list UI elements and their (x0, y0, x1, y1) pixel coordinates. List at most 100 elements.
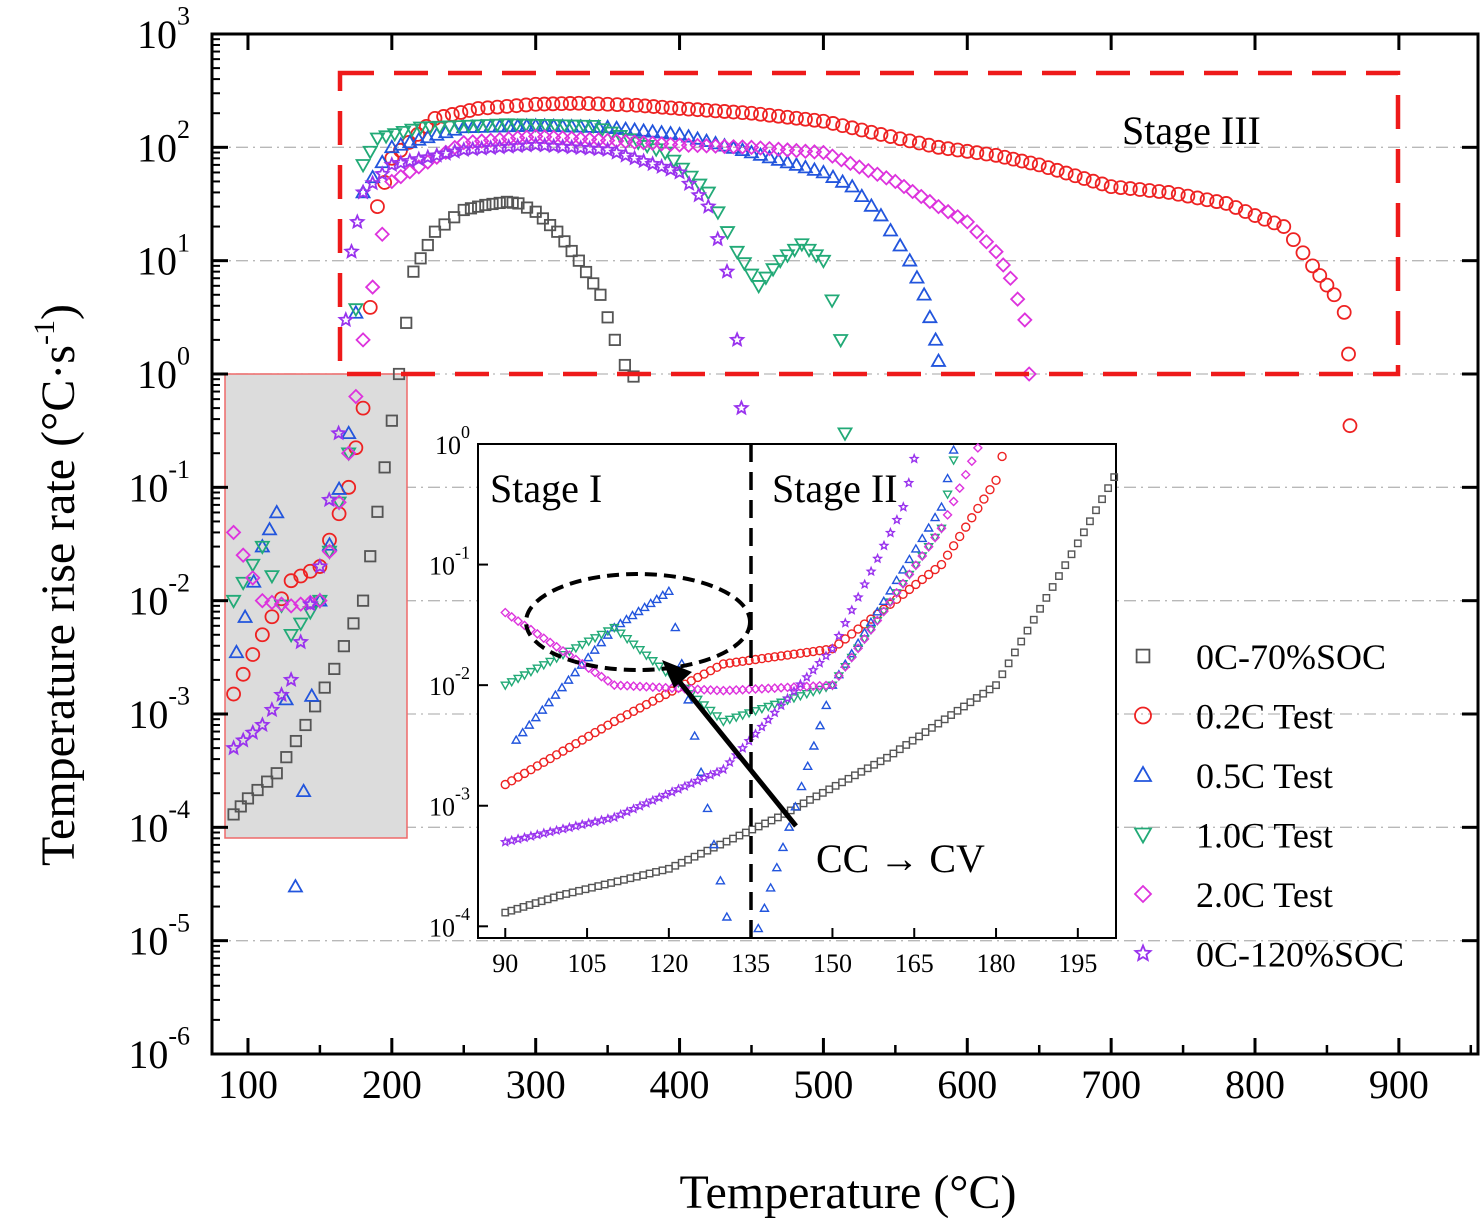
inset-data-point (545, 637, 556, 648)
inset-data-point (781, 692, 794, 704)
data-point (728, 331, 746, 347)
inset-data-point (872, 615, 883, 626)
inset-data-point (911, 579, 921, 590)
inset-data-point (660, 788, 672, 800)
transition-label: CC → CV (816, 836, 985, 881)
data-point (901, 252, 918, 267)
data-point (364, 279, 381, 295)
inset-x-tick-label: 90 (492, 949, 518, 978)
data-point (480, 100, 496, 116)
data-point (824, 148, 841, 164)
inset-data-point (865, 565, 877, 577)
inset-data-point (602, 813, 614, 824)
inset-data-point (590, 667, 601, 678)
data-point (374, 226, 391, 243)
inset-data-point (602, 629, 613, 639)
inset-data-point (641, 651, 652, 661)
data-point (386, 128, 403, 143)
data-point (311, 557, 329, 574)
inset-data-point (519, 671, 530, 681)
data-point (362, 145, 379, 160)
inset-data-point (682, 694, 694, 704)
inset-data-point (972, 442, 983, 453)
data-point (261, 521, 278, 536)
legend: 0C-70%SOC 0.2C Test 0.5C Test 1.0C Test 2.0C… (1133, 637, 1404, 975)
data-point (312, 592, 328, 609)
inset-data-point (744, 655, 754, 666)
data-point (853, 187, 870, 203)
data-point (1312, 268, 1328, 283)
inset-data-point (654, 662, 665, 672)
inset-data-point (936, 559, 947, 570)
data-point (940, 203, 956, 220)
inset-data-point (718, 659, 729, 669)
data-point (618, 358, 631, 372)
x-tick-label: 900 (1369, 1062, 1429, 1107)
data-point (414, 252, 427, 265)
data-point (234, 731, 252, 748)
inset-data-point (908, 452, 920, 464)
data-point (400, 316, 413, 329)
data-point (237, 608, 254, 623)
inset-data-point (1098, 495, 1106, 504)
inset-data-point (992, 681, 1000, 690)
transition-arrow (676, 678, 798, 828)
inset-data-point (563, 674, 574, 684)
inset-data-point (954, 483, 965, 494)
inset-data-point (628, 681, 639, 692)
data-point (718, 262, 736, 279)
inset-data-point (1042, 593, 1051, 602)
data-point (558, 235, 571, 248)
inset-data-point (757, 653, 767, 664)
inset-data-point (903, 477, 915, 488)
data-point (1336, 304, 1352, 320)
x-tick-label: 600 (937, 1062, 997, 1107)
data-point (579, 265, 593, 279)
data-point (824, 294, 841, 309)
data-point (1170, 186, 1186, 202)
data-point (672, 101, 687, 116)
y-tick-label: 10-2 (128, 568, 190, 623)
inset-data-point (796, 781, 807, 791)
data-point (743, 268, 760, 283)
data-point (653, 157, 671, 175)
data-point (355, 184, 372, 199)
inset-data-point (897, 579, 909, 590)
inset-data-point (801, 671, 813, 683)
data-point (407, 265, 420, 278)
data-point (299, 718, 312, 732)
data-point (609, 97, 625, 112)
data-point (599, 141, 617, 157)
inset-data-point (711, 712, 723, 722)
inset-data-point (929, 512, 941, 522)
inset-data-point (558, 646, 568, 656)
data-point (292, 617, 309, 632)
data-point (254, 540, 271, 555)
inset-data-point (1104, 484, 1113, 493)
legend-label: 2.0C Test (1196, 875, 1333, 915)
data-point (520, 201, 534, 214)
inset-data-point (985, 685, 994, 694)
inset-data-point (602, 627, 614, 637)
data-point (825, 116, 841, 131)
data-point (348, 388, 364, 405)
inset-data-point (628, 803, 640, 814)
data-point (254, 592, 271, 609)
inset-data-point (640, 797, 652, 808)
data-point (347, 303, 364, 318)
inset-data-point (750, 707, 761, 717)
inset-data-point (756, 721, 768, 732)
inset-data-point (889, 749, 898, 758)
data-point (378, 461, 391, 474)
data-point (254, 627, 270, 643)
inset-data-point (973, 503, 983, 514)
data-point (1017, 312, 1033, 328)
inset-data-point (750, 654, 761, 665)
data-point (263, 701, 281, 718)
data-point (779, 249, 796, 264)
series-2.0C Test (225, 128, 1037, 614)
inset-data-point (936, 523, 947, 534)
data-point (1023, 155, 1038, 171)
inset-data-point (827, 680, 838, 691)
data-point (371, 505, 384, 518)
